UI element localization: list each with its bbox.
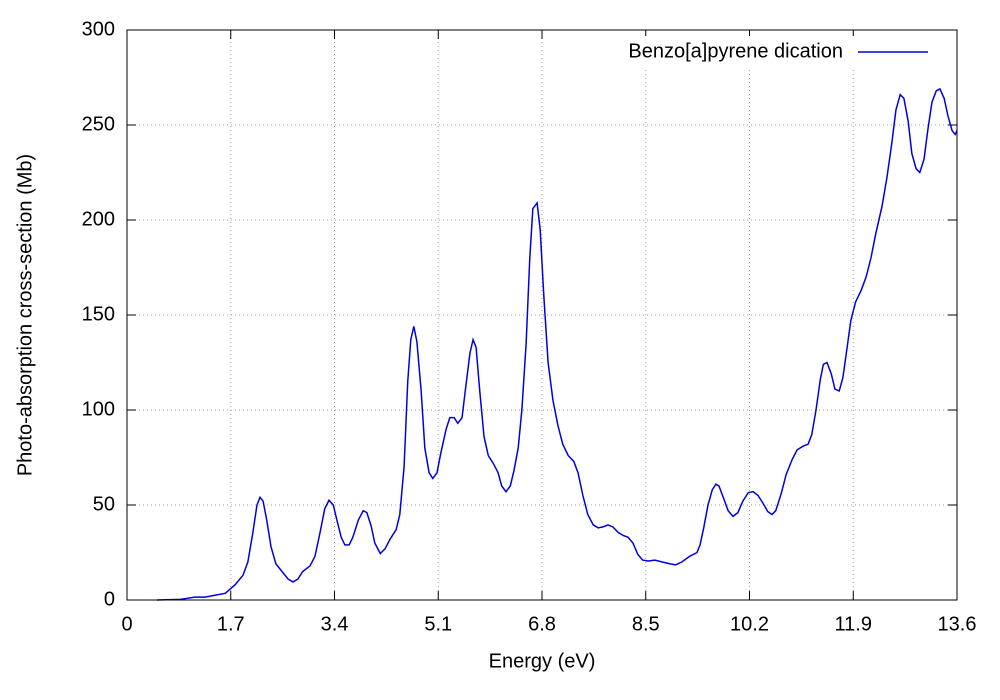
y-tick-label: 150	[82, 303, 115, 325]
x-tick-label: 11.9	[835, 613, 872, 635]
y-tick-label: 50	[93, 493, 115, 515]
plot-border	[126, 29, 958, 601]
x-tick-label: 6.8	[528, 613, 556, 635]
x-tick-label: 3.4	[321, 613, 349, 635]
x-tick-label: 8.5	[632, 613, 660, 635]
data-line	[156, 87, 958, 601]
y-tick-label: 250	[82, 113, 115, 135]
x-tick-label: 5.1	[424, 613, 452, 635]
x-tick-label: 13.6	[938, 613, 977, 635]
x-tick-label: 10.2	[730, 613, 769, 635]
y-tick-label: 0	[104, 588, 115, 610]
y-tick-label: 300	[82, 18, 115, 40]
y-tick-label: 100	[82, 398, 115, 420]
x-tick-label: 0	[121, 613, 132, 635]
legend-label: Benzo[a]pyrene dication	[628, 40, 843, 62]
y-axis-label: Photo-absorption cross-section (Mb)	[14, 154, 36, 476]
y-tick-label: 200	[82, 208, 115, 230]
x-tick-label: 1.7	[217, 613, 245, 635]
x-axis-label: Energy (eV)	[489, 650, 596, 672]
